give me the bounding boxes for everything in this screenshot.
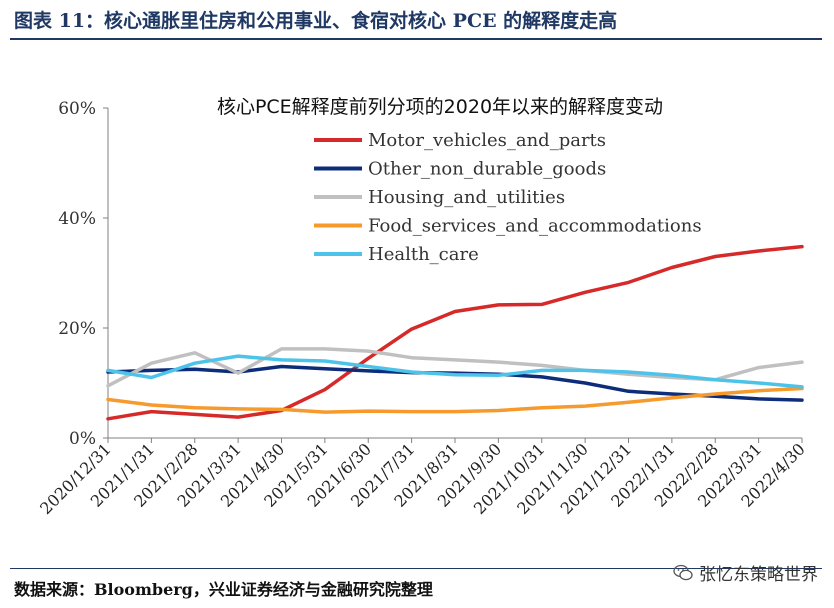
title-divider <box>10 38 822 40</box>
watermark-text: 张忆东策略世界 <box>699 565 818 585</box>
legend-label: Other_non_durable_goods <box>368 159 606 180</box>
legend-label: Housing_and_utilities <box>368 187 565 208</box>
y-tick-label: 60% <box>58 99 96 119</box>
y-tick-label: 40% <box>58 209 96 229</box>
watermark: 张忆东策略世界 <box>673 560 818 585</box>
figure-title: 图表 11：核心通胀里住房和公用事业、食宿对核心 PCE 的解释度走高 <box>14 10 618 32</box>
series-line <box>106 386 804 414</box>
y-tick-label: 0% <box>69 429 96 449</box>
line-chart: 0%20%40%60%2020/12/312021/1/312021/2/282… <box>36 96 809 518</box>
source-divider <box>10 568 822 569</box>
legend-label: Food_services_and_accommodations <box>368 216 702 237</box>
y-tick-label: 20% <box>58 319 96 339</box>
legend-label: Motor_vehicles_and_parts <box>368 130 606 151</box>
chart-title: 核心PCE解释度前列分项的2020年以来的解释度变动 <box>217 96 663 118</box>
source-note: 数据来源：Bloomberg，兴业证券经济与金融研究院整理 <box>14 580 433 599</box>
series-line <box>106 347 804 388</box>
wechat-icon <box>673 564 693 580</box>
legend-label: Health_care <box>368 244 479 265</box>
series-line <box>106 354 804 389</box>
series-line <box>106 244 804 421</box>
